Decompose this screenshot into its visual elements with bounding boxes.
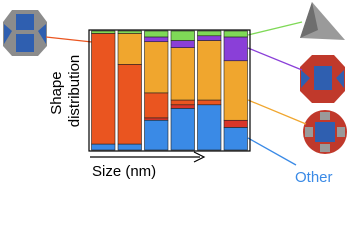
leader-line: [45, 36, 93, 43]
bar-segment: [170, 40, 195, 48]
bar-segment: [197, 99, 222, 106]
bar-segment: [144, 92, 169, 119]
bar-segment: [197, 35, 222, 41]
chart: Size (nm) Shape distribution Other: [3, 2, 347, 186]
shape-icon: [303, 110, 347, 154]
bar-segment: [144, 119, 169, 151]
y-label-line: Shape: [48, 71, 65, 114]
bar-segment: [91, 30, 116, 34]
shape-icon: [3, 10, 47, 56]
leader-line: [247, 47, 303, 71]
leader-line: [247, 137, 297, 166]
y-axis-label: Shape distribution: [48, 55, 83, 128]
bar-segment: [197, 40, 222, 101]
bar-segment: [223, 30, 248, 38]
y-label-line: distribution: [66, 55, 83, 128]
bar-segment: [117, 33, 142, 65]
bar-segment: [170, 30, 195, 41]
bar-segment: [223, 127, 248, 151]
bar-segment: [144, 30, 169, 38]
shape-icon: [300, 2, 345, 40]
bar-segment: [223, 119, 248, 128]
bar-segment: [117, 64, 142, 145]
legend-label: Other: [295, 169, 333, 186]
shape-icon: [300, 55, 345, 103]
bar-segment: [197, 30, 222, 37]
bar-segment: [144, 41, 169, 94]
bar-segment: [197, 104, 222, 151]
leader-line: [247, 99, 307, 125]
bar-segment: [170, 108, 195, 151]
x-arrow-head: [193, 151, 206, 163]
bar-segment: [117, 143, 142, 151]
bar-segment: [170, 99, 195, 106]
bar-segment: [91, 143, 116, 151]
plot-frame: [88, 29, 251, 152]
bar-segment: [144, 36, 169, 43]
bar-segment: [117, 30, 142, 34]
bar-segment: [91, 33, 116, 145]
x-axis-label: Size (nm): [92, 163, 156, 180]
bar-segment: [223, 60, 248, 121]
bar-segment: [170, 47, 195, 101]
bar-segment: [223, 36, 248, 62]
leader-line: [247, 21, 303, 36]
bar-segment: [144, 117, 169, 121]
plot-area: [91, 30, 248, 151]
bar-segment: [170, 104, 195, 109]
